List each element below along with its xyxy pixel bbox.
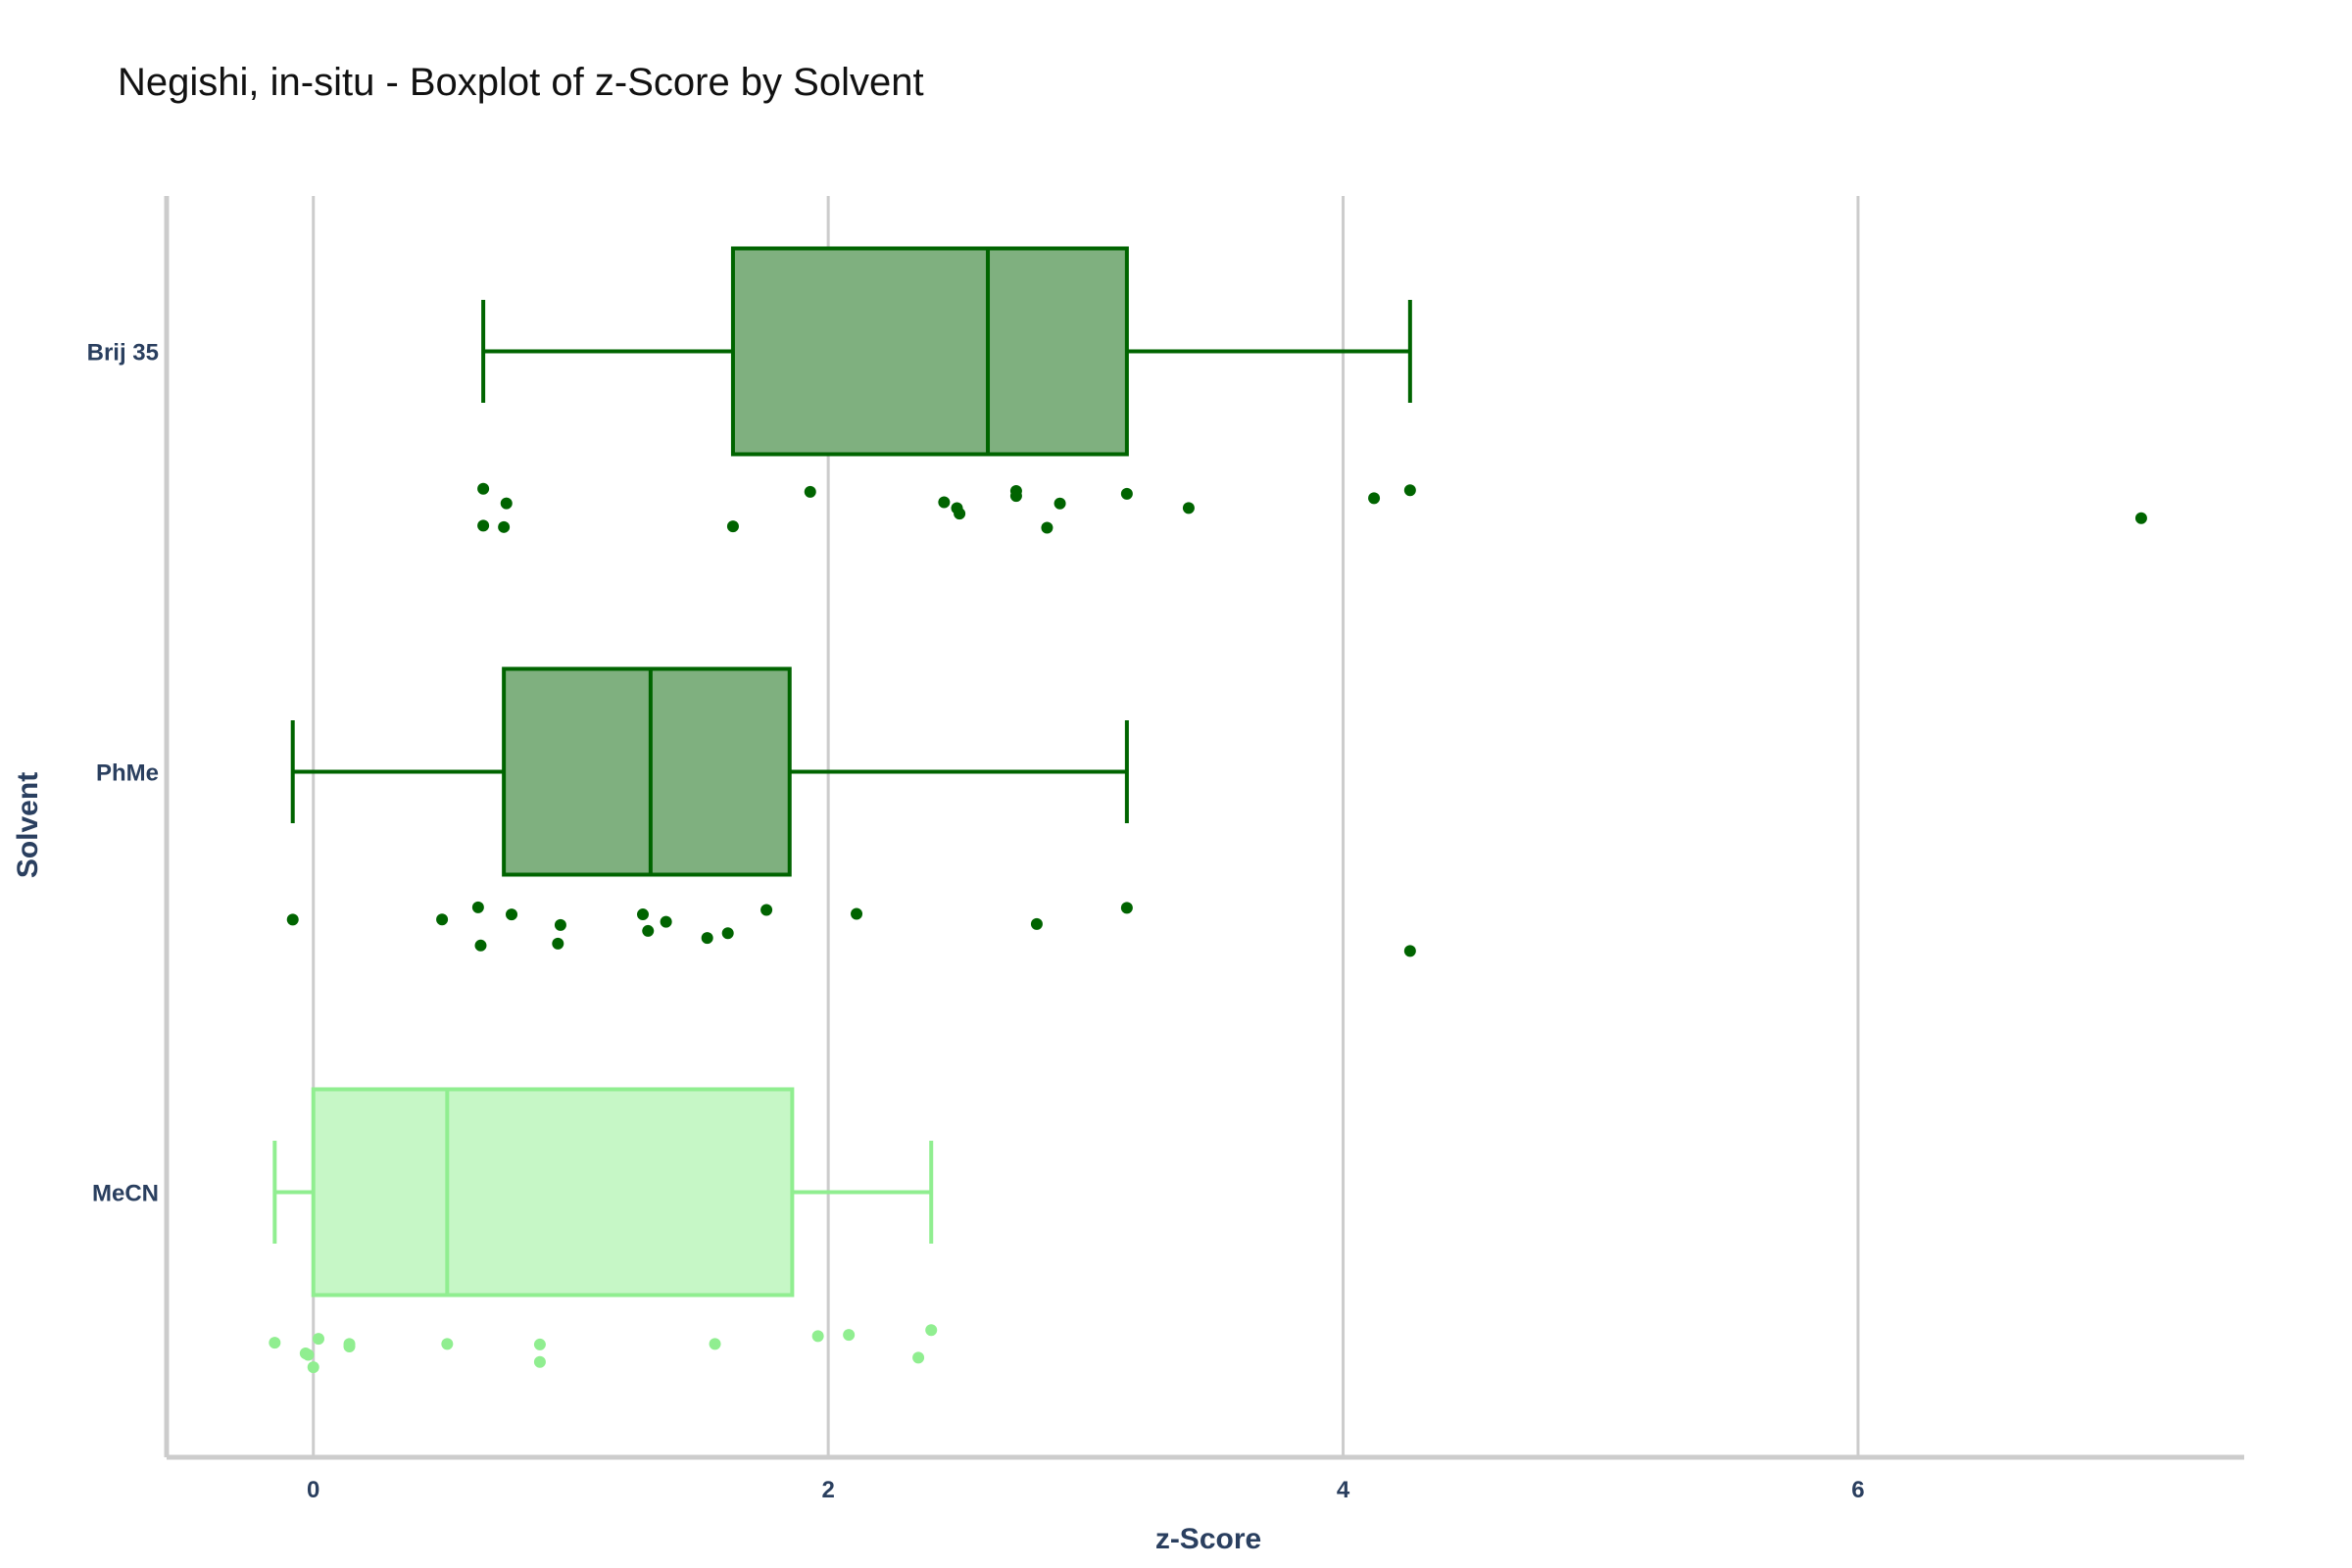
data-point: [474, 939, 487, 952]
data-point: [1030, 917, 1043, 930]
data-point: [843, 1329, 856, 1342]
data-point: [851, 907, 863, 920]
data-point: [660, 915, 672, 928]
box-phme: [290, 666, 1129, 877]
x-tick-label: 6: [1851, 1477, 1864, 1503]
data-point: [721, 927, 734, 940]
data-point: [1120, 902, 1133, 914]
data-point: [2134, 512, 2147, 524]
data-point: [498, 520, 511, 533]
box-mecn: [272, 1087, 934, 1298]
data-point: [441, 1338, 454, 1350]
y-axis-title: Solvent: [12, 772, 44, 878]
data-point: [533, 1338, 546, 1350]
y-tick-label: Brij 35: [87, 340, 159, 367]
boxes: [272, 246, 1412, 1298]
data-point: [938, 496, 951, 509]
data-point: [500, 497, 513, 510]
data-point: [554, 918, 566, 931]
data-point: [343, 1341, 356, 1353]
data-point: [1403, 945, 1416, 957]
y-tick-label: PhMe: [96, 760, 159, 787]
data-point: [636, 908, 649, 921]
data-point: [760, 904, 773, 916]
data-point: [552, 937, 564, 950]
iqr-box: [730, 246, 1129, 457]
chart-title: Negishi, in-situ - Boxplot of z-Score by…: [118, 61, 924, 104]
data-point: [925, 1324, 938, 1337]
data-point: [1120, 487, 1133, 500]
data-point: [286, 913, 299, 926]
tick-labels: 0 2 4 6 Brij 35 PhMe MeCN: [87, 340, 1865, 1504]
iqr-box: [502, 666, 792, 877]
data-point: [299, 1347, 312, 1359]
data-point: [436, 913, 449, 926]
data-point: [912, 1351, 925, 1364]
data-point: [477, 482, 490, 495]
x-tick-label: 2: [821, 1477, 834, 1503]
data-point: [709, 1338, 721, 1350]
data-point: [269, 1337, 281, 1349]
data-point: [811, 1330, 824, 1343]
data-point: [506, 908, 518, 921]
data-point: [804, 485, 816, 498]
data-point: [307, 1361, 319, 1374]
data-point: [1368, 492, 1381, 505]
y-tick-label: MeCN: [92, 1181, 159, 1207]
data-point: [1054, 497, 1066, 510]
data-point: [954, 508, 966, 520]
data-points: [269, 482, 2147, 1374]
axes: [164, 196, 2244, 1460]
x-tick-label: 0: [307, 1477, 319, 1503]
data-point: [312, 1333, 324, 1346]
data-point: [701, 932, 713, 945]
data-point: [726, 520, 739, 533]
data-point: [1403, 484, 1416, 497]
x-axis-title: z-Score: [1155, 1523, 1261, 1555]
data-point: [1009, 485, 1022, 498]
data-point: [1041, 521, 1054, 534]
box-brij-35: [481, 246, 1412, 457]
data-point: [642, 924, 655, 937]
data-point: [533, 1355, 546, 1368]
data-point: [477, 519, 490, 532]
iqr-box: [311, 1087, 795, 1298]
data-point: [1182, 502, 1195, 514]
x-tick-label: 4: [1337, 1477, 1350, 1503]
data-point: [471, 901, 484, 913]
